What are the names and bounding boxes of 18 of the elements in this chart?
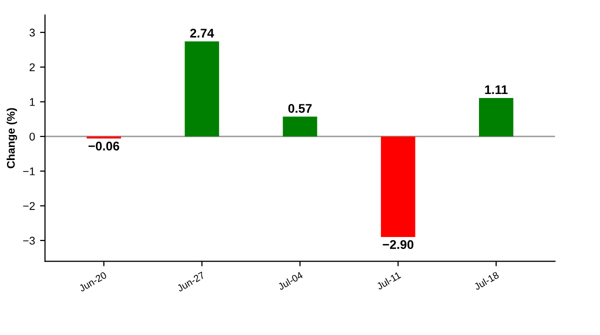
- data-label: −0.06: [88, 142, 120, 150]
- bar: [184, 41, 220, 136]
- data-label: 0.57: [288, 104, 312, 113]
- y-tick-label: −2: [23, 202, 35, 210]
- bar: [478, 98, 514, 136]
- y-axis-title: Change (%): [6, 108, 18, 168]
- y-tick-label: −3: [23, 236, 35, 245]
- y-tick-label: 1: [30, 98, 35, 106]
- bar: [86, 136, 122, 139]
- y-tick-label: 0: [30, 132, 35, 141]
- y-tick-label: −1: [23, 168, 35, 176]
- data-label: −2.90: [382, 240, 414, 249]
- bar: [380, 136, 416, 238]
- y-tick-label: 3: [30, 28, 35, 37]
- data-label: 1.11: [485, 85, 508, 94]
- bar: [282, 116, 318, 136]
- y-tick-label: 2: [30, 63, 35, 72]
- data-label: 2.74: [190, 28, 214, 38]
